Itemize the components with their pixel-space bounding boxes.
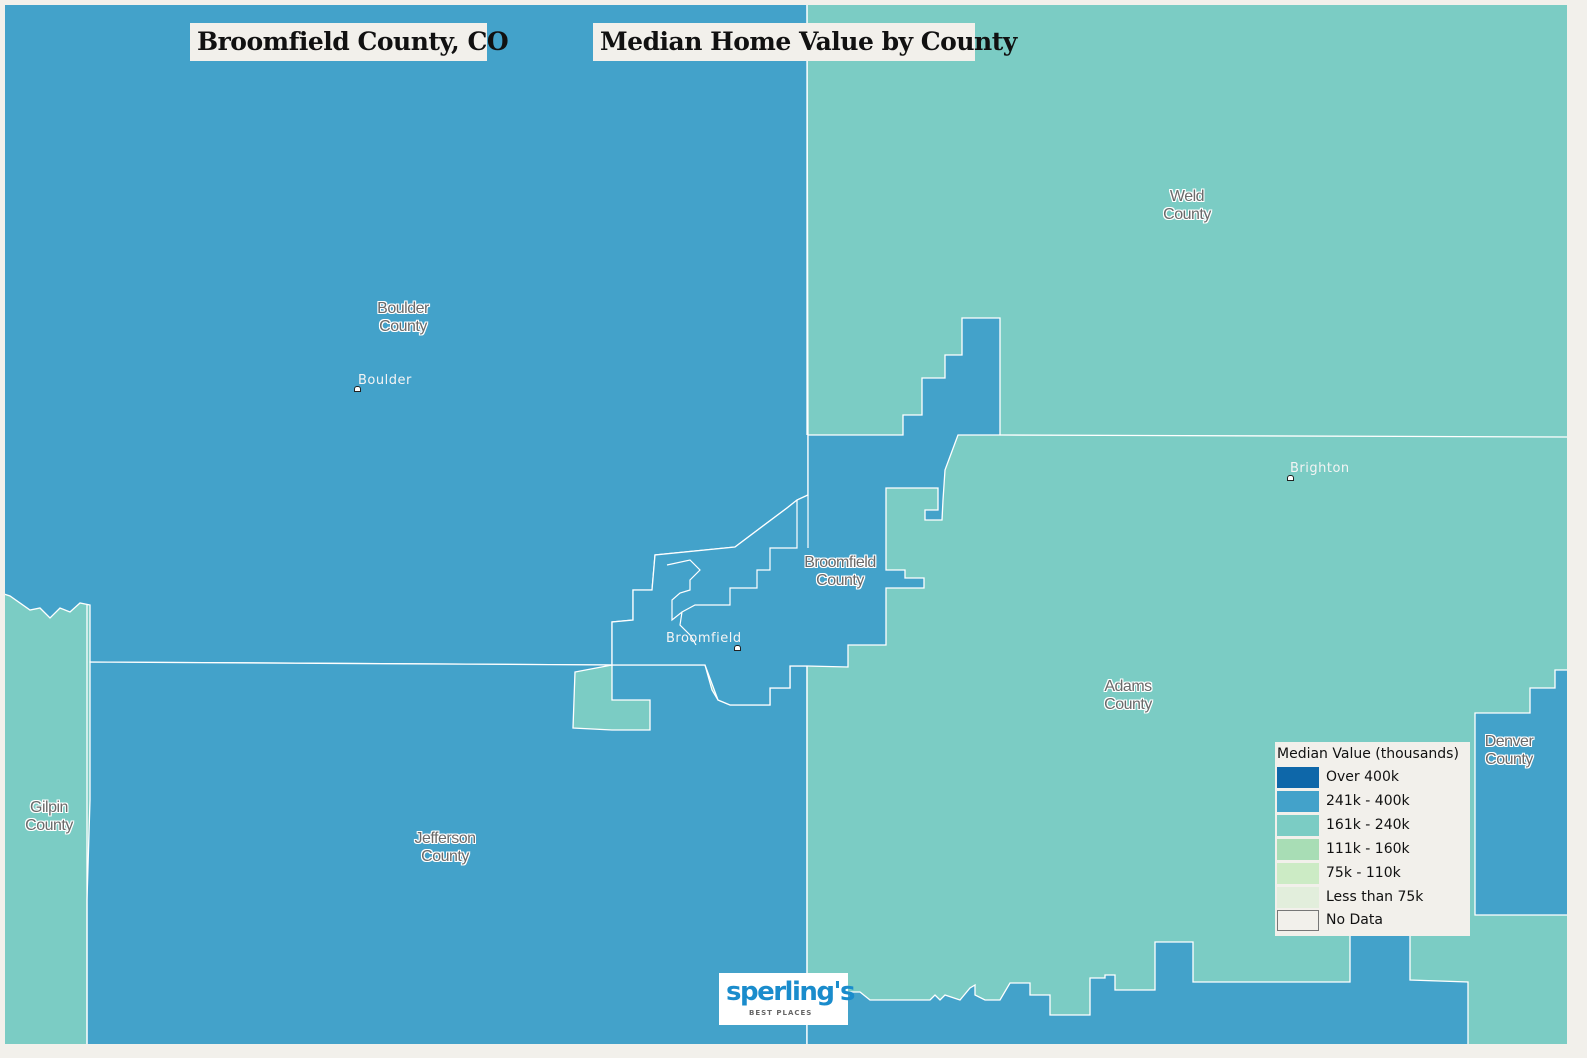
legend-swatch xyxy=(1277,791,1319,812)
county-label-gilpin[interactable]: Gilpin County xyxy=(25,799,73,834)
legend-swatch xyxy=(1277,767,1319,788)
city-marker-icon xyxy=(1287,475,1294,481)
logo-tagline: BEST PLACES xyxy=(749,1009,813,1017)
city-label-brighton[interactable]: Brighton xyxy=(1290,461,1350,476)
legend-swatch xyxy=(1277,887,1319,908)
legend-swatch xyxy=(1277,910,1319,931)
city-label-boulder[interactable]: Boulder xyxy=(358,373,412,388)
legend-swatch xyxy=(1277,863,1319,884)
location-title: Broomfield County, CO xyxy=(190,23,509,61)
denver-county-region xyxy=(1474,669,1569,916)
city-marker-icon xyxy=(734,645,741,651)
county-label-adams[interactable]: Adams County xyxy=(1104,678,1152,713)
broomfield-county-region xyxy=(611,317,1001,706)
south-blue-region xyxy=(806,934,1469,1046)
legend-title: Median Value (thousands) xyxy=(1277,746,1459,762)
city-label-broomfield[interactable]: Broomfield xyxy=(666,631,742,646)
logo-brand: sperling's xyxy=(726,977,855,1007)
county-label-weld[interactable]: Weld County xyxy=(1163,188,1211,223)
legend-swatch xyxy=(1277,815,1319,836)
map-legend: Median Value (thousands) Over 400k 241k … xyxy=(1275,742,1470,936)
county-label-denver[interactable]: Denver County xyxy=(1484,733,1534,768)
county-label-boulder[interactable]: Boulder County xyxy=(377,300,429,335)
city-marker-icon xyxy=(354,386,361,392)
county-label-jefferson[interactable]: Jefferson County xyxy=(414,830,476,865)
map-title: Median Home Value by County xyxy=(593,23,1017,61)
legend-swatch xyxy=(1277,839,1319,860)
county-label-broomfield[interactable]: Broomfield County xyxy=(804,554,876,589)
sperlings-logo[interactable]: sperling's BEST PLACES xyxy=(719,973,855,1025)
